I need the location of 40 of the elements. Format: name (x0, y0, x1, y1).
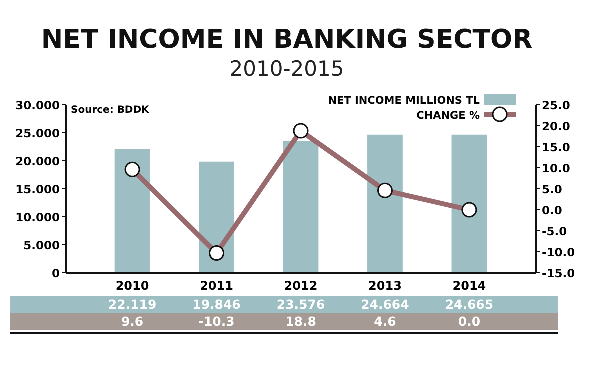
bar (368, 134, 403, 273)
y-tick-label: 0 (52, 266, 60, 280)
y2-tick-label: 0.0 (542, 204, 562, 218)
y2-tick-label: -5.0 (542, 224, 568, 238)
bar (452, 134, 488, 273)
y2-tick-label: 20.0 (542, 120, 570, 134)
y-tick-label: 25.000 (16, 126, 60, 140)
y2-tick-label: 25.0 (542, 98, 570, 112)
data-label: 0.0 (458, 314, 481, 329)
legend-label: NET INCOME MILLIONS TL (328, 95, 480, 107)
data-label: 9.6 (121, 314, 144, 329)
y2-tick-label: -10.0 (542, 246, 576, 260)
y2-tick-label: -15.0 (542, 266, 576, 280)
annotation: Source: BDDK (71, 105, 151, 116)
x-tick-label: 2014 (452, 279, 486, 293)
x-tick-label: 2011 (200, 279, 234, 293)
y2-tick-label: 15.0 (542, 140, 570, 154)
y2-tick-label: 10.0 (542, 162, 570, 176)
chart-title: NET INCOME IN BANKING SECTOR (41, 25, 533, 55)
data-label: 18.8 (286, 314, 316, 329)
data-label: 4.6 (374, 314, 397, 329)
y-tick-label: 30.000 (16, 98, 60, 112)
y-tick-label: 10.000 (16, 210, 60, 224)
bar (114, 149, 150, 273)
x-tick-label: 2013 (368, 279, 402, 293)
y-tick-label: 5.000 (24, 238, 60, 252)
x-tick-label: 2010 (116, 279, 150, 293)
y-tick-label: 15.000 (16, 182, 60, 196)
data-label: -10.3 (198, 314, 235, 329)
y-tick-label: 20.000 (16, 154, 60, 168)
data-label: 23.576 (276, 297, 326, 312)
y2-tick-label: 5.0 (542, 182, 562, 196)
data-label: 19.846 (192, 297, 242, 312)
data-label: 22.119 (108, 297, 157, 312)
data-label: 24.665 (445, 297, 494, 312)
chart-subtitle: 2010-2015 (230, 57, 344, 81)
legend-label: CHANGE % (416, 110, 480, 122)
data-label: 24.664 (361, 297, 410, 312)
bar (283, 140, 319, 273)
x-tick-label: 2012 (284, 279, 318, 293)
